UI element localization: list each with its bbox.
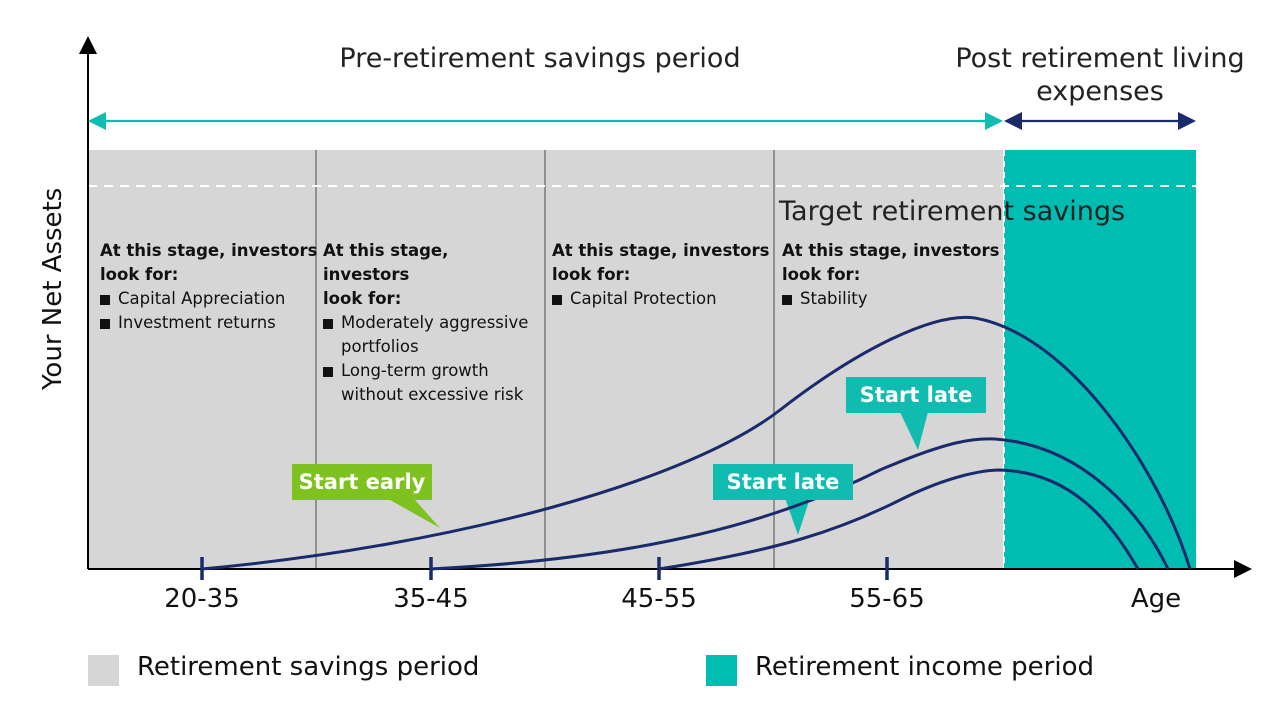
stage-box-35-45: At this stage, investors look for: Moder…	[323, 239, 538, 407]
x-axis-end-label: Age	[1130, 584, 1182, 614]
x-axis-arrow-icon	[1234, 560, 1252, 578]
stage-heading: At this stage, investors	[100, 241, 318, 260]
stage-item: Moderately aggressive portfolios	[323, 311, 538, 359]
x-tick-label: 55-65	[849, 584, 925, 614]
legend-savings-swatch	[88, 655, 119, 686]
stage-item: Capital Appreciation	[100, 287, 325, 311]
start-early-pointer	[390, 500, 440, 528]
pre-retirement-arrow-right-icon	[985, 112, 1003, 130]
square-bullet-icon	[323, 319, 333, 329]
square-bullet-icon	[552, 295, 562, 305]
legend-savings-label: Retirement savings period	[137, 652, 480, 682]
square-bullet-icon	[323, 367, 333, 377]
x-tick-label: 35-45	[393, 584, 469, 614]
y-axis-arrow-icon	[79, 36, 97, 54]
start-late-curve-2	[658, 468, 1140, 571]
pre-retirement-header: Pre-retirement savings period	[339, 43, 741, 74]
post-retirement-header-line2: expenses	[1036, 76, 1164, 107]
start-late-callout-1: Start late	[846, 377, 986, 413]
legend-income-label: Retirement income period	[755, 652, 1095, 682]
start-late-curve-1	[429, 437, 1170, 571]
stage-box-45-55: At this stage, investors look for: Capit…	[552, 239, 777, 311]
stage-heading: At this stage, investors	[323, 241, 449, 284]
income-period-region	[1004, 150, 1196, 569]
start-late-pointer-1	[900, 412, 928, 450]
stage-heading: look for:	[323, 289, 402, 308]
start-late-callout-2: Start late	[713, 464, 853, 500]
post-retirement-header-line1: Post retirement living	[955, 43, 1245, 74]
post-retirement-arrow-left-icon	[1004, 112, 1022, 130]
stage-heading: look for:	[782, 265, 861, 284]
legend-income-swatch	[706, 655, 737, 686]
target-savings-label: Target retirement savings	[779, 196, 1126, 227]
start-early-callout: Start early	[292, 464, 432, 500]
post-retirement-arrow-right-icon	[1178, 112, 1196, 130]
stage-heading: At this stage, investors	[782, 241, 1000, 260]
stage-heading: At this stage, investors	[552, 241, 770, 260]
square-bullet-icon	[100, 319, 110, 329]
x-tick-label: 20-35	[164, 584, 240, 614]
square-bullet-icon	[782, 295, 792, 305]
start-early-curve	[201, 315, 1192, 571]
stage-box-20-35: At this stage, investors look for: Capit…	[100, 239, 325, 335]
square-bullet-icon	[100, 295, 110, 305]
stage-heading: look for:	[100, 265, 179, 284]
pre-retirement-arrow-left-icon	[88, 112, 106, 130]
stage-item: Investment returns	[100, 311, 325, 335]
x-tick-label: 45-55	[621, 584, 697, 614]
y-axis-label: Your Net Assets	[38, 187, 68, 390]
stage-item: Stability	[782, 287, 1007, 311]
stage-item: Capital Protection	[552, 287, 777, 311]
stage-box-55-65: At this stage, investors look for: Stabi…	[782, 239, 1007, 311]
stage-heading: look for:	[552, 265, 631, 284]
post-retirement-header: Post retirement living expenses	[945, 42, 1255, 108]
stage-item: Long-term growth without excessive risk	[323, 359, 538, 407]
